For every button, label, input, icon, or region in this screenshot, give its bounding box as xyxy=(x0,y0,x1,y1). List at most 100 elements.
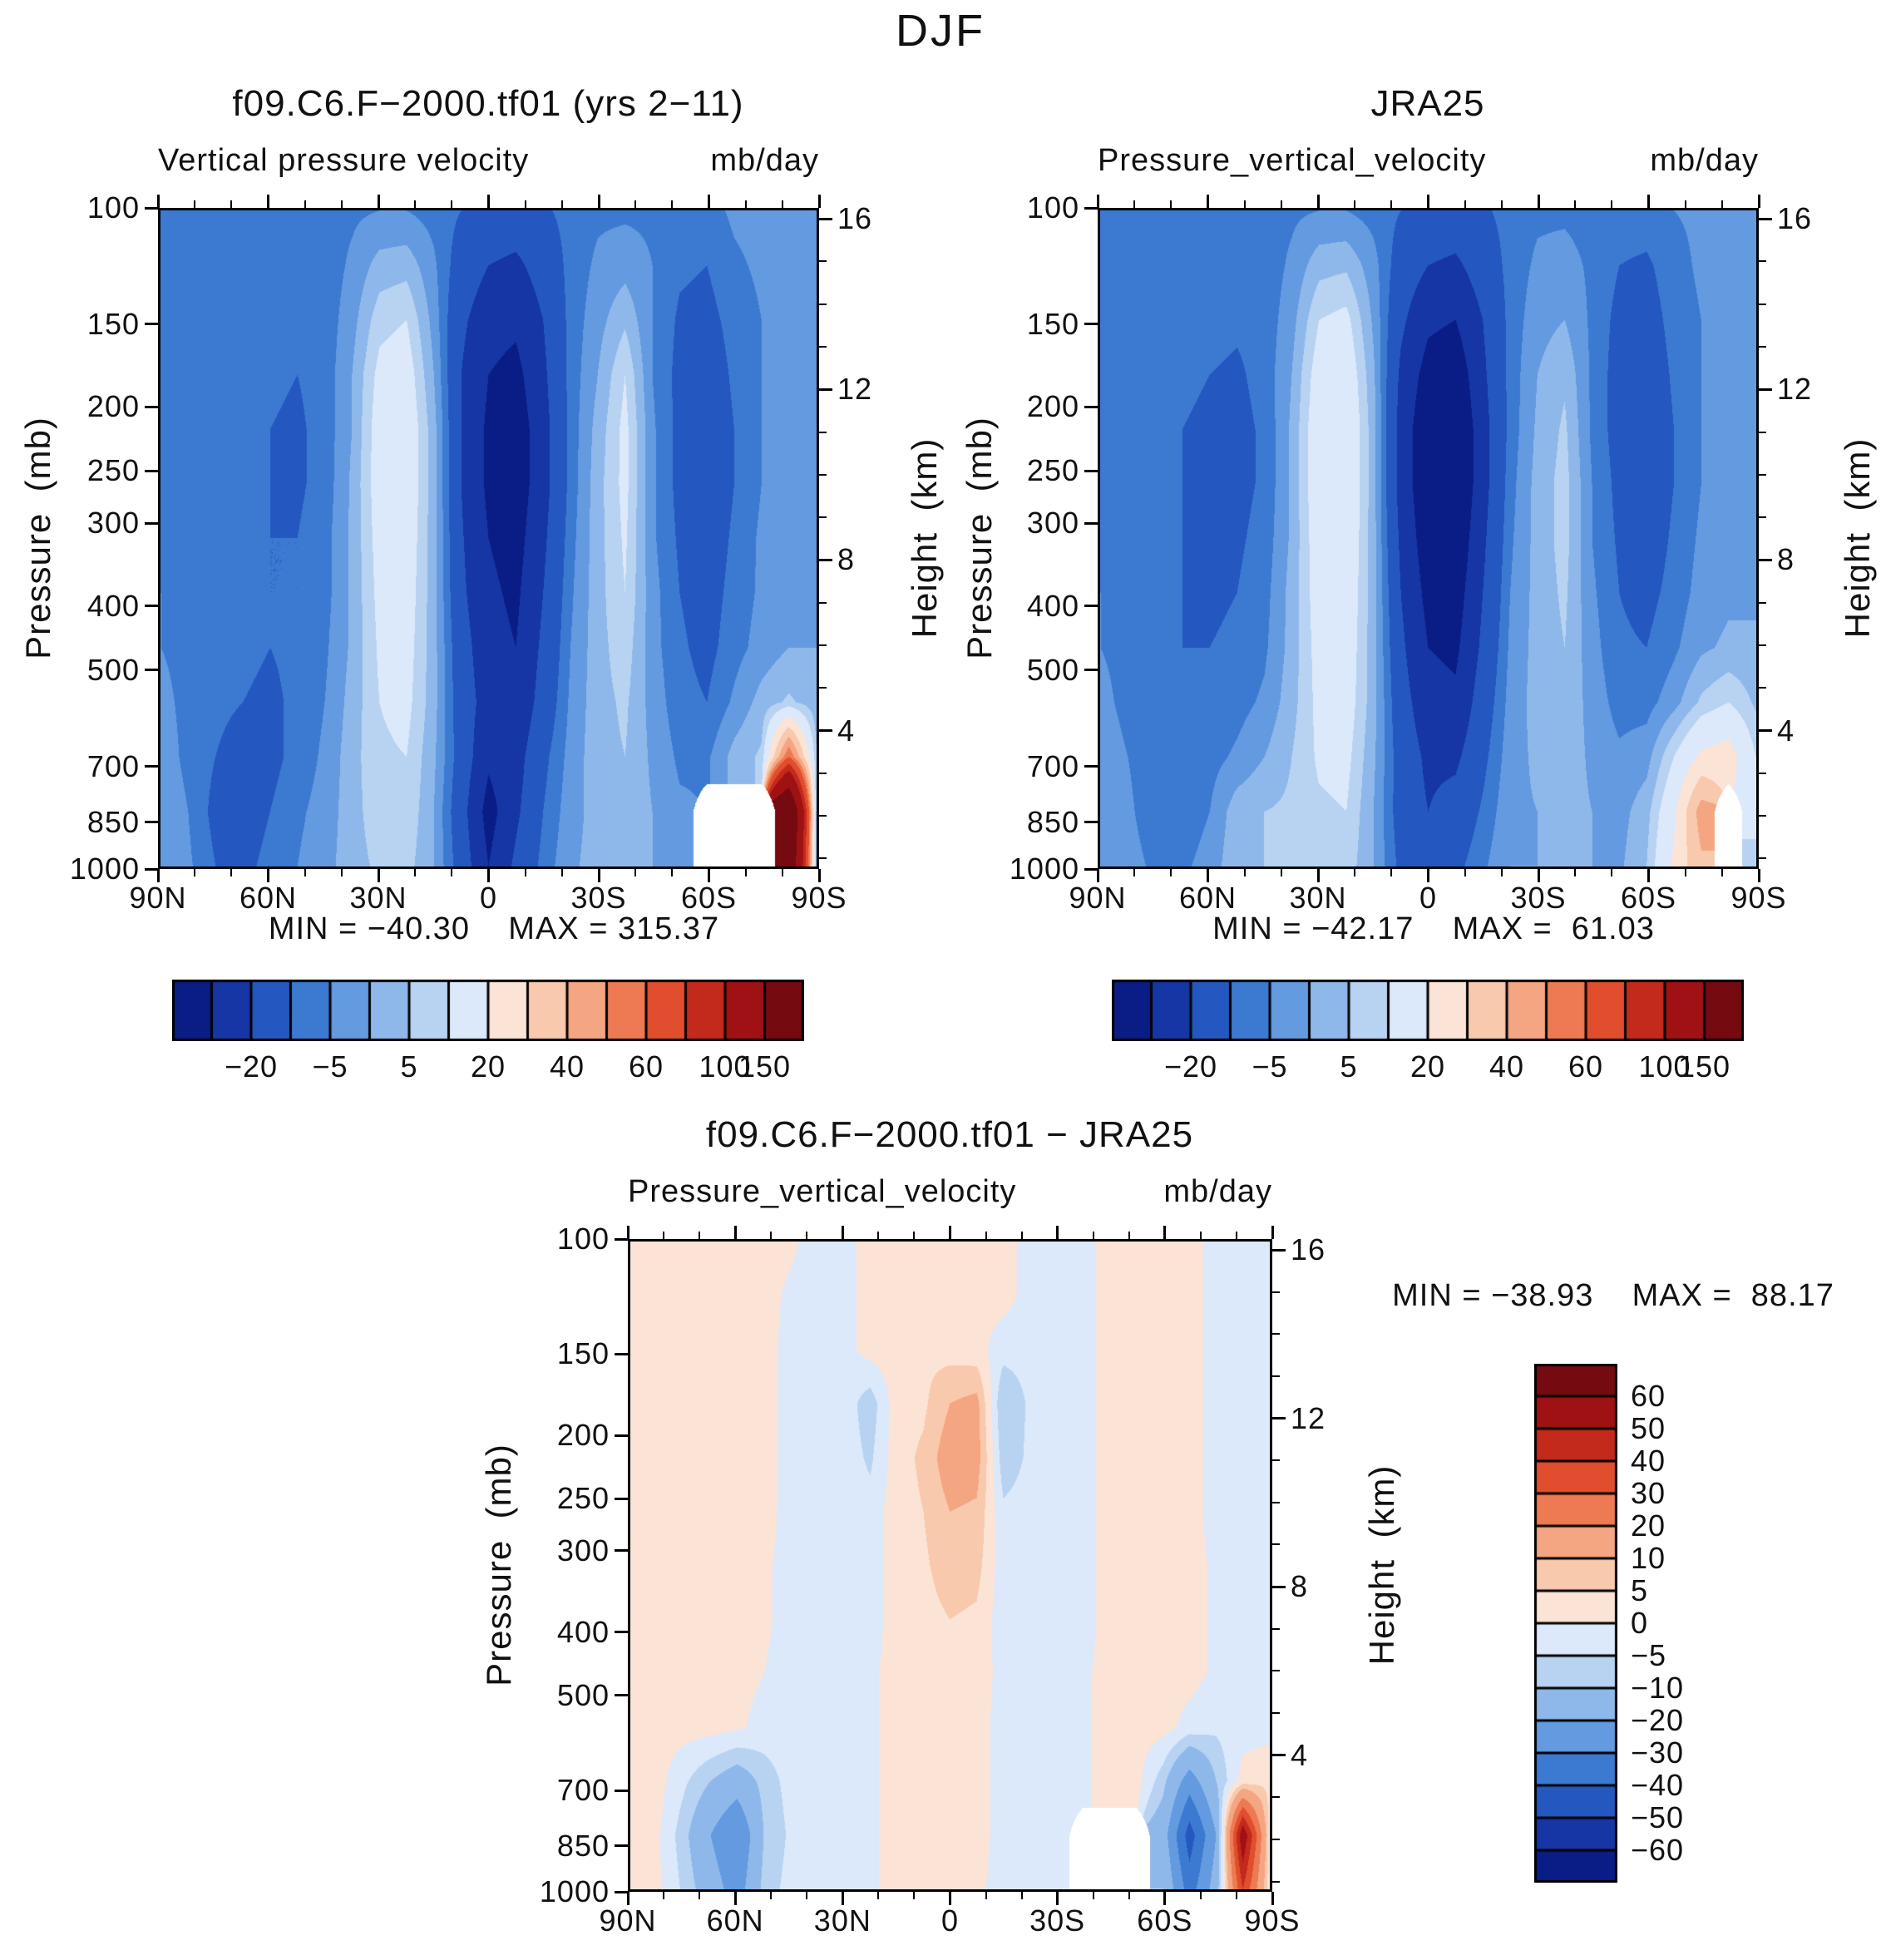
pressure-tick-label: 500 xyxy=(1026,652,1079,687)
pressure-tick xyxy=(1084,206,1098,210)
height-axis-label-jra: Height (km) xyxy=(1838,437,1877,639)
diff-colorbar-tick-label: 60 xyxy=(1631,1379,1666,1413)
pressure-tick-label: 250 xyxy=(556,1481,610,1516)
lat-tick-top xyxy=(744,200,747,208)
lat-tick-bottom xyxy=(194,869,196,876)
panel-jra-units: mb/day xyxy=(1650,143,1759,178)
height-tick xyxy=(1272,1585,1286,1588)
height-tick-label: 8 xyxy=(837,542,856,577)
pressure-tick-label: 700 xyxy=(556,1773,610,1808)
lat-tick-top xyxy=(733,1226,737,1239)
pressure-tick-label: 150 xyxy=(1026,306,1079,341)
lat-tick-label: 30S xyxy=(570,881,627,915)
pressure-tick xyxy=(145,323,158,326)
lat-tick-top xyxy=(230,200,233,208)
lat-tick-bottom xyxy=(414,869,417,876)
colorbar-tick-label: 60 xyxy=(1568,1049,1604,1084)
lat-tick-label: 90N xyxy=(599,1903,657,1938)
pressure-tick xyxy=(145,821,158,824)
pressure-axis-label-jra: Pressure (mb) xyxy=(960,417,999,659)
pressure-tick-label: 300 xyxy=(556,1533,610,1568)
height-axis-label-model: Height (km) xyxy=(905,437,944,639)
lat-tick-bottom xyxy=(1271,1892,1274,1905)
lat-tick-bottom xyxy=(770,1892,773,1899)
panel-model-units: mb/day xyxy=(710,143,819,178)
diff-colorbar-tick-label: 20 xyxy=(1631,1508,1666,1543)
diff-colorbar xyxy=(1534,1364,1617,1883)
lat-tick-bottom xyxy=(1243,869,1246,876)
height-minor-tick xyxy=(819,772,827,774)
lat-tick-bottom xyxy=(841,1892,844,1905)
colorbar-tick-label: 150 xyxy=(1677,1049,1731,1084)
pressure-tick-label: 400 xyxy=(86,588,140,623)
panel-jra-minmax: MIN = −42.17 MAX = 61.03 xyxy=(1212,911,1655,946)
lat-tick-label: 30N xyxy=(813,1903,871,1938)
height-minor-tick xyxy=(1759,303,1766,305)
pressure-tick-label: 1000 xyxy=(539,1874,610,1908)
diff-contour-field xyxy=(630,1242,1270,1889)
lat-tick-label: 0 xyxy=(479,881,498,915)
diff-colorbar-tick-label: −20 xyxy=(1631,1703,1685,1737)
colorbar-tick-label: 20 xyxy=(1410,1049,1446,1084)
lat-tick-bottom xyxy=(1464,869,1466,876)
height-minor-tick xyxy=(819,473,827,476)
lat-tick-bottom xyxy=(1163,1892,1167,1905)
height-tick xyxy=(819,729,832,733)
pressure-tick-label: 700 xyxy=(86,748,140,783)
diff-colorbar-tick-label: −40 xyxy=(1631,1768,1685,1802)
lat-tick-top xyxy=(156,195,160,208)
lat-tick-bottom xyxy=(1128,1892,1130,1899)
lat-tick-top xyxy=(1271,1226,1274,1239)
height-minor-tick xyxy=(1759,601,1766,604)
pressure-tick-label: 1000 xyxy=(69,852,140,886)
pressure-tick xyxy=(1084,765,1098,768)
lat-tick-bottom xyxy=(524,869,526,876)
lat-tick-top xyxy=(1721,200,1723,208)
height-minor-tick xyxy=(819,431,827,433)
lat-tick-bottom xyxy=(949,1892,951,1905)
season-title: DJF xyxy=(896,6,985,56)
pressure-tick-label: 300 xyxy=(86,506,140,541)
pressure-tick xyxy=(1084,405,1098,408)
lat-tick-top xyxy=(663,1232,665,1239)
diff-colorbar-tick-label: 5 xyxy=(1631,1573,1649,1607)
lat-tick-top xyxy=(1133,200,1136,208)
pressure-tick xyxy=(1084,821,1098,824)
lat-tick-bottom xyxy=(1721,869,1723,876)
diff-colorbar-tick-label: −60 xyxy=(1631,1833,1685,1867)
lat-tick-bottom xyxy=(626,1892,629,1905)
pressure-tick-label: 300 xyxy=(1026,506,1079,541)
pressure-tick-label: 500 xyxy=(86,652,140,687)
lat-tick-bottom xyxy=(671,869,674,876)
lat-tick-bottom xyxy=(1020,1892,1023,1899)
jra-colorbar xyxy=(1112,980,1744,1041)
lat-tick-bottom xyxy=(699,1892,701,1899)
pressure-tick xyxy=(145,867,158,871)
height-tick xyxy=(1759,729,1772,733)
colorbar-tick-label: 20 xyxy=(470,1049,506,1084)
pressure-tick-label: 200 xyxy=(86,389,140,424)
pressure-tick-label: 100 xyxy=(86,190,140,225)
pressure-tick-label: 850 xyxy=(1026,804,1079,839)
pressure-tick xyxy=(145,206,158,210)
pressure-tick-label: 850 xyxy=(556,1828,610,1863)
lat-tick-top xyxy=(1757,195,1760,208)
diff-colorbar-tick-label: −30 xyxy=(1631,1735,1685,1770)
lat-tick-bottom xyxy=(1757,869,1760,882)
height-minor-tick xyxy=(1272,1627,1280,1630)
pressure-tick xyxy=(145,405,158,408)
lat-tick-top xyxy=(1207,195,1209,208)
lat-tick-label: 60S xyxy=(680,881,738,915)
lat-tick-top xyxy=(985,1232,987,1239)
height-tick-label: 16 xyxy=(837,201,873,236)
lat-tick-bottom xyxy=(1390,869,1393,876)
colorbar-tick-label: 40 xyxy=(549,1049,585,1084)
lat-tick-bottom xyxy=(560,869,563,876)
lat-tick-top xyxy=(1390,200,1393,208)
height-tick-label: 12 xyxy=(837,372,873,407)
height-minor-tick xyxy=(1759,431,1766,433)
lat-tick-top xyxy=(194,200,196,208)
pressure-tick-label: 250 xyxy=(1026,453,1079,488)
panel-jra-variable: Pressure_vertical_velocity xyxy=(1098,143,1487,178)
lat-tick-label: 30N xyxy=(1289,881,1347,915)
